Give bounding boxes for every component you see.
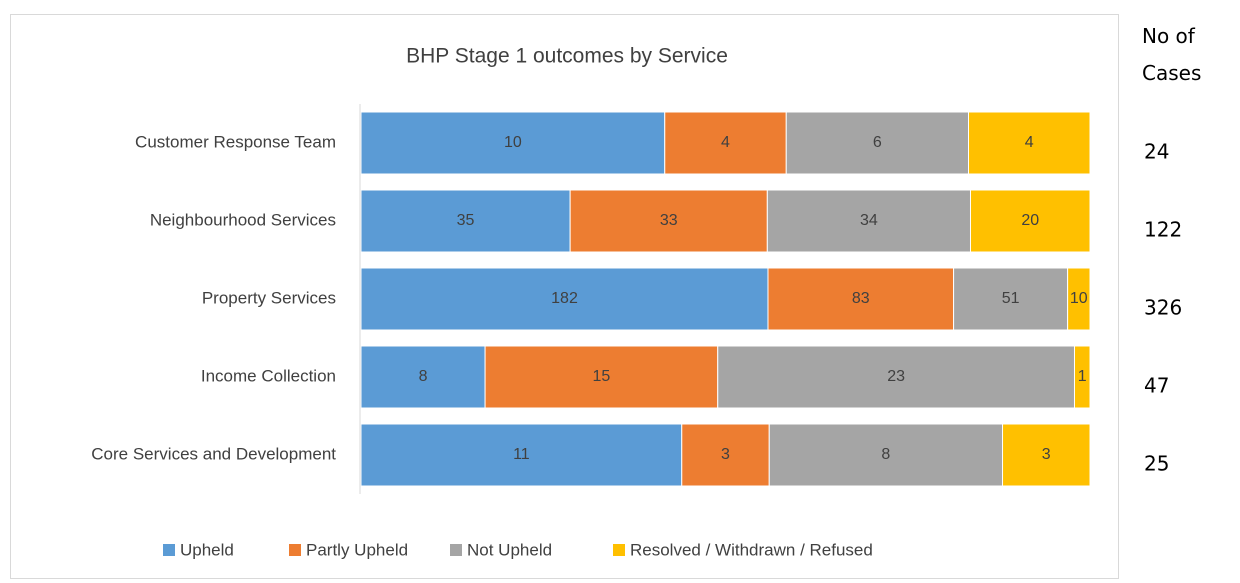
bar-segment bbox=[1002, 423, 1091, 487]
bar-segment bbox=[766, 189, 971, 253]
category-label: Core Services and Development bbox=[91, 444, 336, 463]
bar-segment bbox=[768, 423, 1004, 487]
bar-segment bbox=[360, 267, 769, 331]
data-label: 23 bbox=[887, 368, 905, 385]
legend-label: Upheld bbox=[180, 540, 234, 559]
chart-title: BHP Stage 1 outcomes by Service bbox=[406, 45, 728, 68]
data-label: 8 bbox=[419, 368, 428, 385]
category-label: Property Services bbox=[202, 288, 336, 307]
bar-segment bbox=[360, 423, 683, 487]
row-total: 326 bbox=[1144, 296, 1182, 320]
legend-swatch bbox=[613, 544, 625, 556]
row-total: 122 bbox=[1144, 218, 1182, 242]
bar-segment bbox=[360, 345, 486, 409]
bar-segment bbox=[360, 111, 666, 175]
data-label: 3 bbox=[1042, 446, 1051, 463]
bar-segment bbox=[969, 189, 1091, 253]
data-label: 182 bbox=[551, 290, 578, 307]
data-label: 10 bbox=[504, 134, 522, 151]
data-label: 10 bbox=[1070, 290, 1088, 307]
category-label: Income Collection bbox=[201, 366, 336, 385]
bar-segment bbox=[681, 423, 770, 487]
row-total: 47 bbox=[1144, 374, 1169, 398]
data-label: 83 bbox=[852, 290, 870, 307]
data-label: 20 bbox=[1021, 212, 1039, 229]
data-label: 6 bbox=[873, 134, 882, 151]
category-label: Customer Response Team bbox=[135, 132, 336, 151]
bar-segment bbox=[360, 189, 571, 253]
legend-label: Resolved / Withdrawn / Refused bbox=[630, 540, 873, 559]
data-label: 4 bbox=[721, 134, 730, 151]
data-label: 15 bbox=[593, 368, 611, 385]
data-label: 11 bbox=[513, 446, 530, 463]
bar-segment bbox=[968, 111, 1091, 175]
row-total: 24 bbox=[1144, 140, 1169, 164]
legend-label: Not Upheld bbox=[467, 540, 552, 559]
data-label: 34 bbox=[860, 212, 878, 229]
bar-segment bbox=[767, 267, 955, 331]
data-label: 8 bbox=[881, 446, 890, 463]
row-total: 25 bbox=[1144, 452, 1169, 476]
data-label: 35 bbox=[457, 212, 475, 229]
totals-header: No of Cases bbox=[1142, 24, 1202, 85]
bar-segment bbox=[484, 345, 719, 409]
data-label: 3 bbox=[721, 446, 730, 463]
data-label: 33 bbox=[660, 212, 678, 229]
bar-segment bbox=[953, 267, 1069, 331]
category-label: Neighbourhood Services bbox=[150, 210, 336, 229]
legend-swatch bbox=[163, 544, 175, 556]
data-label: 4 bbox=[1025, 134, 1034, 151]
data-label: 1 bbox=[1078, 368, 1087, 385]
legend-label: Partly Upheld bbox=[306, 540, 408, 559]
bar-segment bbox=[1067, 267, 1091, 331]
legend-swatch bbox=[450, 544, 462, 556]
bar-segment bbox=[664, 111, 787, 175]
legend-swatch bbox=[289, 544, 301, 556]
data-label: 51 bbox=[1002, 290, 1020, 307]
bar-segment bbox=[1073, 345, 1091, 409]
